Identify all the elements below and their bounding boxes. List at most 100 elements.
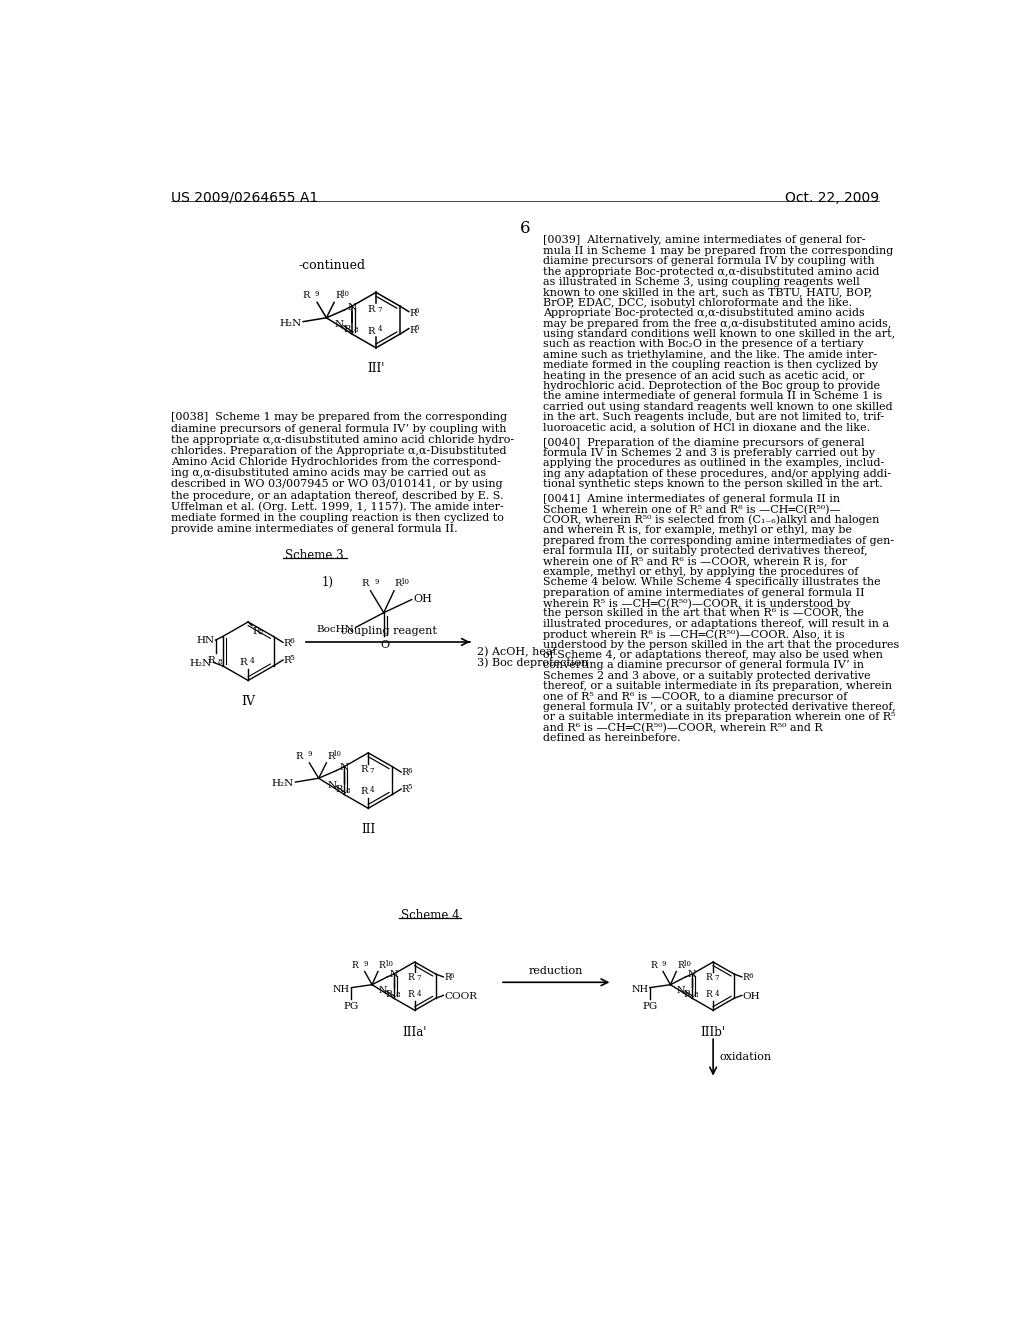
Text: IIIb': IIIb' <box>700 1027 726 1039</box>
Text: Scheme 3: Scheme 3 <box>285 549 343 562</box>
Text: 6: 6 <box>749 972 753 981</box>
Text: 6: 6 <box>519 220 530 238</box>
Text: known to one skilled in the art, such as TBTU, HATU, BOP,: known to one skilled in the art, such as… <box>543 288 871 297</box>
Text: R: R <box>444 973 452 982</box>
Text: R: R <box>367 326 375 335</box>
Text: COOR, wherein R⁵⁰ is selected from (C₁₋₆)alkyl and halogen: COOR, wherein R⁵⁰ is selected from (C₁₋₆… <box>543 515 879 525</box>
Text: converting a diamine precursor of general formula IV’ in: converting a diamine precursor of genera… <box>543 660 863 671</box>
Text: general formula IV’, or a suitably protected derivative thereof,: general formula IV’, or a suitably prote… <box>543 702 895 711</box>
Text: thereof, or a suitable intermediate in its preparation, wherein: thereof, or a suitable intermediate in i… <box>543 681 892 692</box>
Text: and wherein R is, for example, methyl or ethyl, may be: and wherein R is, for example, methyl or… <box>543 525 852 536</box>
Text: R: R <box>742 973 750 982</box>
Text: amine such as triethylamine, and the like. The amide inter-: amine such as triethylamine, and the lik… <box>543 350 877 360</box>
Text: R: R <box>706 973 713 982</box>
Text: the procedure, or an adaptation thereof, described by E. S.: the procedure, or an adaptation thereof,… <box>171 491 503 500</box>
Text: IIIa': IIIa' <box>402 1027 427 1039</box>
Text: Scheme 4: Scheme 4 <box>401 909 460 923</box>
Text: 7: 7 <box>715 974 719 982</box>
Text: HN: HN <box>197 636 215 645</box>
Text: product wherein R⁶ is —CH═C(R⁵⁰)—COOR. Also, it is: product wherein R⁶ is —CH═C(R⁵⁰)—COOR. A… <box>543 630 844 640</box>
Text: heating in the presence of an acid such as acetic acid, or: heating in the presence of an acid such … <box>543 371 864 380</box>
Text: OH: OH <box>742 991 761 1001</box>
Text: 2) AcOH, heat: 2) AcOH, heat <box>477 647 557 657</box>
Text: R: R <box>361 578 369 587</box>
Text: N: N <box>327 780 336 789</box>
Text: R: R <box>303 292 310 300</box>
Text: preparation of amine intermediates of general formula II: preparation of amine intermediates of ge… <box>543 587 864 598</box>
Text: R: R <box>408 990 414 999</box>
Text: 9: 9 <box>307 750 311 758</box>
Text: 7: 7 <box>417 974 421 982</box>
Text: 8: 8 <box>218 657 223 665</box>
Text: may be prepared from the free α,α-disubstituted amino acids,: may be prepared from the free α,α-disubs… <box>543 318 891 329</box>
Text: R: R <box>684 990 690 998</box>
Text: 6: 6 <box>415 306 419 315</box>
Text: R: R <box>379 961 385 970</box>
Text: ing any adaptation of these procedures, and/or applying addi-: ing any adaptation of these procedures, … <box>543 469 891 479</box>
Text: R: R <box>207 656 215 665</box>
Text: PG: PG <box>642 1002 657 1011</box>
Text: defined as hereinbefore.: defined as hereinbefore. <box>543 733 680 743</box>
Text: R: R <box>385 990 392 998</box>
Text: III': III' <box>368 363 385 375</box>
Text: Amino Acid Chloride Hydrochlorides from the correspond-: Amino Acid Chloride Hydrochlorides from … <box>171 457 501 467</box>
Text: using standard conditions well known to one skilled in the art,: using standard conditions well known to … <box>543 329 895 339</box>
Text: R: R <box>367 305 375 314</box>
Text: Schemes 2 and 3 above, or a suitably protected derivative: Schemes 2 and 3 above, or a suitably pro… <box>543 671 870 681</box>
Text: R: R <box>408 973 414 982</box>
Text: R: R <box>401 768 409 777</box>
Text: 6: 6 <box>408 767 412 775</box>
Text: R: R <box>360 787 368 796</box>
Text: N: N <box>677 986 685 994</box>
Text: R: R <box>650 961 657 970</box>
Text: 1): 1) <box>322 576 333 589</box>
Text: chlorides. Preparation of the Appropriate α,α-Disubstituted: chlorides. Preparation of the Appropriat… <box>171 446 506 455</box>
Text: 7: 7 <box>378 306 382 314</box>
Text: mediate formed in the coupling reaction is then cyclized to: mediate formed in the coupling reaction … <box>171 513 504 523</box>
Text: reduction: reduction <box>528 966 583 977</box>
Text: R: R <box>284 639 292 648</box>
Text: Oct. 22, 2009: Oct. 22, 2009 <box>784 191 879 205</box>
Text: O: O <box>380 640 389 649</box>
Text: and R⁶ is —CH═C(R⁵⁰)—COOR, wherein R⁵⁰ and R: and R⁶ is —CH═C(R⁵⁰)—COOR, wherein R⁵⁰ a… <box>543 723 822 733</box>
Text: N: N <box>378 986 387 994</box>
Text: R: R <box>401 785 409 795</box>
Text: or a suitable intermediate in its preparation wherein one of R⁵: or a suitable intermediate in its prepar… <box>543 713 895 722</box>
Text: understood by the person skilled in the art that the procedures: understood by the person skilled in the … <box>543 640 899 649</box>
Text: eral formula III, or suitably protected derivatives thereof,: eral formula III, or suitably protected … <box>543 546 867 556</box>
Text: IV: IV <box>241 696 255 708</box>
Text: tional synthetic steps known to the person skilled in the art.: tional synthetic steps known to the pers… <box>543 479 883 490</box>
Text: OH: OH <box>414 594 432 603</box>
Text: [0038]  Scheme 1 may be prepared from the corresponding: [0038] Scheme 1 may be prepared from the… <box>171 412 507 422</box>
Text: N: N <box>335 321 344 329</box>
Text: 10: 10 <box>400 578 409 586</box>
Text: the person skilled in the art that when R⁶ is —COOR, the: the person skilled in the art that when … <box>543 609 863 619</box>
Text: BrOP, EDAC, DCC, isobutyl chloroformate and the like.: BrOP, EDAC, DCC, isobutyl chloroformate … <box>543 298 852 308</box>
Text: R: R <box>335 785 343 795</box>
Text: 4: 4 <box>250 657 255 665</box>
Text: the appropriate Boc-protected α,α-disubstituted amino acid: the appropriate Boc-protected α,α-disubs… <box>543 267 879 277</box>
Text: 4: 4 <box>370 785 375 793</box>
Text: 10: 10 <box>340 290 349 298</box>
Text: described in WO 03/007945 or WO 03/010141, or by using: described in WO 03/007945 or WO 03/01014… <box>171 479 502 490</box>
Text: N: N <box>347 302 356 312</box>
Text: R: R <box>410 309 417 318</box>
Text: 8: 8 <box>346 787 350 795</box>
Text: such as reaction with Boc₂O in the presence of a tertiary: such as reaction with Boc₂O in the prese… <box>543 339 863 350</box>
Text: [0040]  Preparation of the diamine precursors of general: [0040] Preparation of the diamine precur… <box>543 437 864 447</box>
Text: 9: 9 <box>662 960 666 968</box>
Text: Scheme 4 below. While Scheme 4 specifically illustrates the: Scheme 4 below. While Scheme 4 specifica… <box>543 577 881 587</box>
Text: formula IV in Schemes 2 and 3 is preferably carried out by: formula IV in Schemes 2 and 3 is prefera… <box>543 447 874 458</box>
Text: 8: 8 <box>353 326 357 334</box>
Text: N: N <box>688 970 696 978</box>
Text: example, methyl or ethyl, by applying the procedures of: example, methyl or ethyl, by applying th… <box>543 566 858 577</box>
Text: H₂N: H₂N <box>271 779 294 788</box>
Text: R: R <box>360 766 368 774</box>
Text: 3) Boc deprotection: 3) Boc deprotection <box>477 657 588 668</box>
Text: 9: 9 <box>314 290 319 298</box>
Text: R: R <box>284 656 292 665</box>
Text: 5: 5 <box>290 655 295 663</box>
Text: of Scheme 4, or adaptations thereof, may also be used when: of Scheme 4, or adaptations thereof, may… <box>543 649 883 660</box>
Text: R: R <box>253 627 260 636</box>
Text: Appropriate Boc-protected α,α-disubstituted amino acids: Appropriate Boc-protected α,α-disubstitu… <box>543 308 864 318</box>
